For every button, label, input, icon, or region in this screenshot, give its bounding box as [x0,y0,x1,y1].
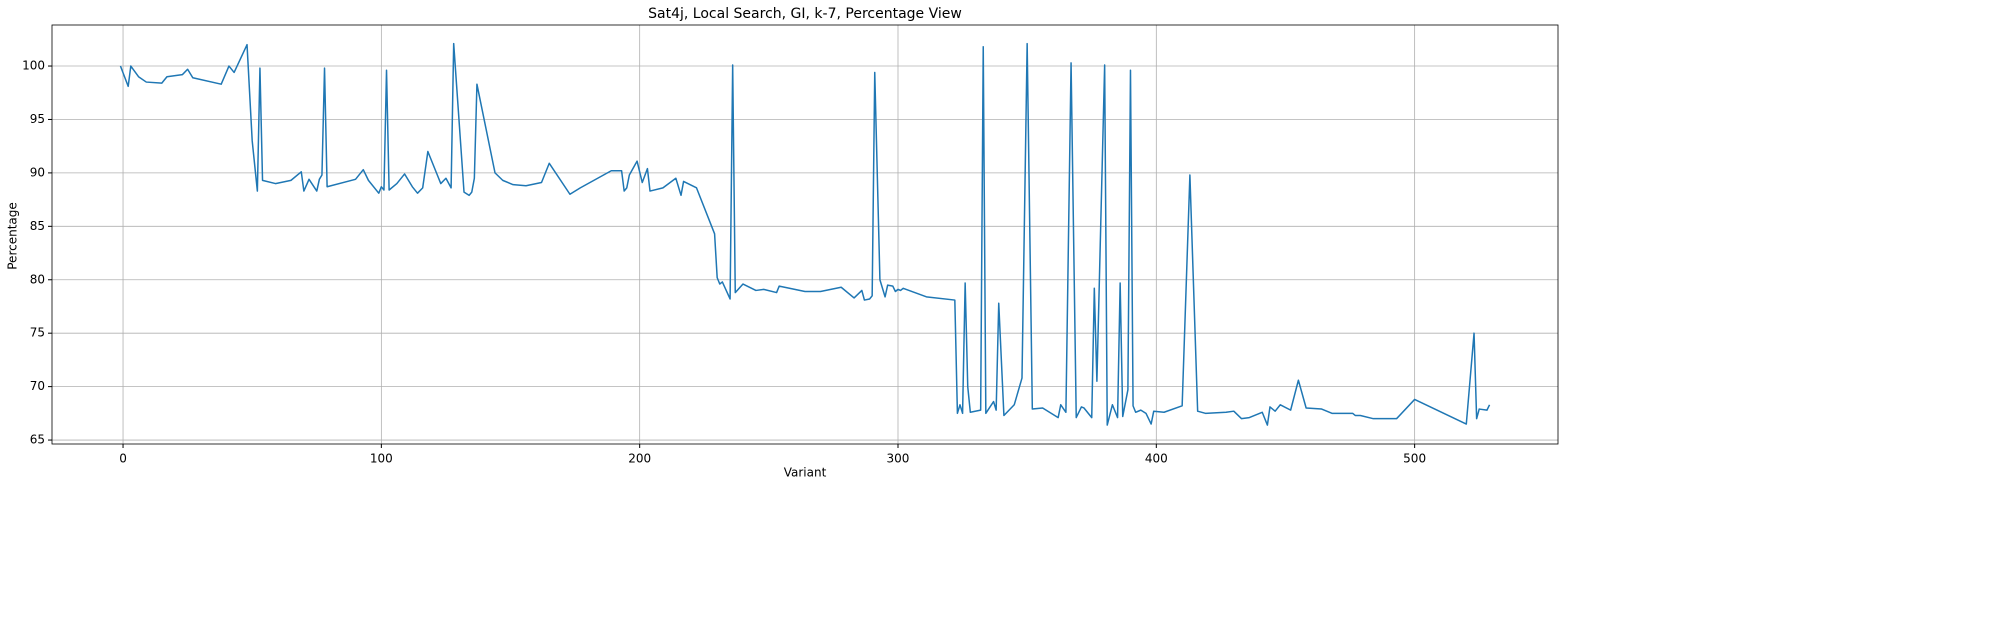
data-line [119,42,1491,426]
y-tick-label: 70 [30,379,45,393]
y-tick-label: 75 [30,326,45,340]
y-tick-label: 85 [30,219,45,233]
y-tick-label: 90 [30,165,45,179]
x-tick-label: 100 [370,452,393,466]
y-tick-label: 95 [30,112,45,126]
x-tick-label: 200 [628,452,651,466]
y-tick-label: 65 [30,433,45,447]
x-tick-label: 300 [887,452,910,466]
y-axis-label: Percentage [6,202,20,270]
x-tick-label: 500 [1403,452,1426,466]
x-axis-label: Variant [784,466,827,480]
x-tick-label: 400 [1145,452,1168,466]
chart-title: Sat4j, Local Search, GI, k-7, Percentage… [648,6,962,22]
plot-frame [51,24,1559,445]
y-tick-label: 80 [30,272,45,286]
y-tick-label: 100 [22,59,45,73]
x-tick-label: 0 [119,452,127,466]
